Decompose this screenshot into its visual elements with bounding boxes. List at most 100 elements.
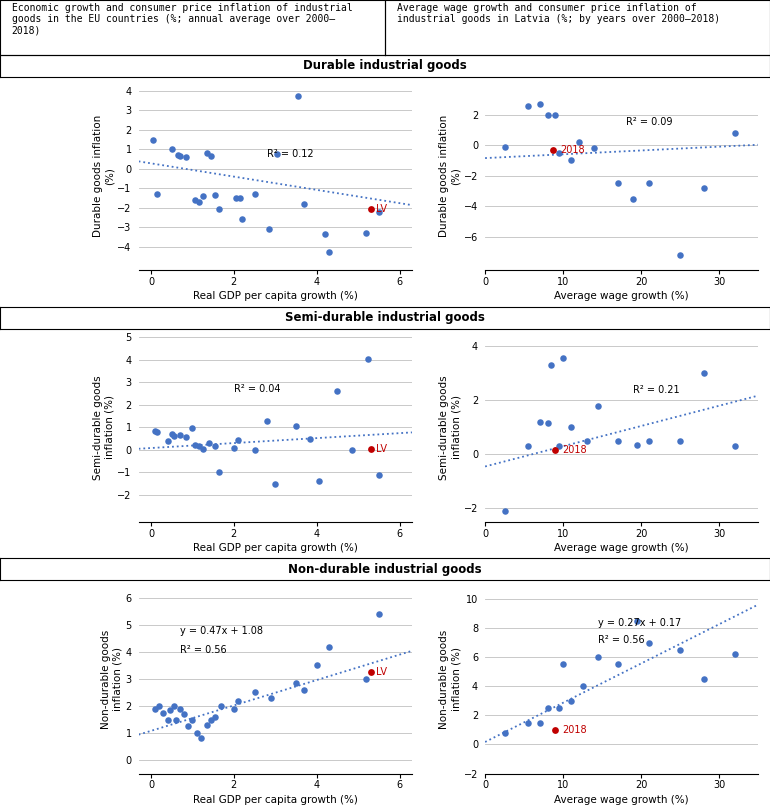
Point (611, 658, 624, 671)
Point (729, 440, 742, 453)
Text: 2018: 2018 (562, 725, 587, 735)
Point (186, 713, 199, 726)
Point (364, 442, 377, 455)
Point (232, 433, 244, 446)
Point (168, 430, 180, 443)
Point (611, 177, 624, 190)
Point (565, 694, 578, 707)
Point (265, 692, 277, 705)
Point (209, 189, 222, 202)
Point (643, 636, 655, 649)
Point (643, 177, 655, 190)
Point (573, 135, 585, 148)
Text: R² = 0.12: R² = 0.12 (267, 149, 313, 159)
Point (186, 422, 199, 435)
Point (169, 713, 182, 726)
Point (205, 150, 217, 163)
Point (522, 100, 534, 113)
Text: 2018: 2018 (562, 446, 587, 455)
Point (577, 680, 589, 693)
Point (675, 643, 687, 656)
X-axis label: Real GDP per capita growth (%): Real GDP per capita growth (%) (192, 543, 358, 553)
Point (174, 702, 186, 715)
Point (298, 198, 310, 211)
Point (163, 704, 176, 717)
Point (162, 434, 174, 447)
Point (592, 399, 604, 412)
Point (290, 676, 302, 689)
Point (249, 188, 261, 201)
Point (547, 144, 559, 157)
Text: R² = 0.09: R² = 0.09 (626, 117, 672, 127)
Point (313, 475, 325, 488)
Point (498, 505, 511, 518)
Text: Economic growth and consumer price inflation of industrial
goods in the EU count: Economic growth and consumer price infla… (12, 2, 353, 36)
Text: R² = 0.21: R² = 0.21 (634, 385, 680, 394)
Point (192, 195, 205, 208)
Point (162, 713, 174, 726)
Point (213, 466, 226, 479)
Point (249, 686, 261, 699)
Point (549, 109, 561, 122)
Point (196, 190, 209, 202)
Point (270, 477, 282, 490)
Point (304, 432, 316, 445)
Y-axis label: Durable goods inflation
(%): Durable goods inflation (%) (440, 114, 461, 237)
Text: LV: LV (376, 204, 387, 214)
Text: 2018: 2018 (560, 146, 584, 156)
Point (168, 700, 180, 713)
Point (557, 658, 569, 671)
Point (189, 194, 201, 207)
Point (360, 227, 373, 240)
Point (263, 223, 275, 236)
Text: R² = 0.56: R² = 0.56 (598, 636, 645, 646)
Point (192, 440, 205, 453)
Point (631, 614, 644, 627)
Text: y = 0.27x + 0.17: y = 0.27x + 0.17 (598, 618, 681, 628)
Point (201, 147, 213, 160)
Y-axis label: Semi-durable goods
inflation (%): Semi-durable goods inflation (%) (440, 375, 461, 480)
Point (553, 701, 565, 714)
X-axis label: Average wage growth (%): Average wage growth (%) (554, 795, 689, 804)
Point (631, 438, 644, 451)
Point (675, 249, 687, 262)
Point (195, 732, 207, 745)
Point (190, 727, 203, 740)
Text: Average wage growth and consumer price inflation of
industrial goods in Latvia (: Average wage growth and consumer price i… (397, 2, 720, 24)
Point (166, 428, 178, 441)
Point (216, 700, 228, 713)
Point (553, 147, 565, 160)
Point (310, 659, 323, 672)
Point (298, 684, 310, 697)
X-axis label: Average wage growth (%): Average wage growth (%) (554, 292, 689, 301)
Point (319, 228, 331, 241)
Point (189, 439, 201, 452)
Point (271, 147, 283, 160)
Point (565, 421, 578, 434)
Point (729, 648, 742, 661)
Point (236, 212, 248, 225)
Point (541, 108, 554, 121)
Point (172, 149, 184, 162)
X-axis label: Average wage growth (%): Average wage growth (%) (554, 543, 689, 553)
Point (153, 700, 166, 713)
Point (180, 151, 192, 164)
Point (228, 441, 240, 454)
Point (360, 672, 373, 685)
Point (203, 437, 215, 450)
Point (581, 434, 593, 447)
Point (553, 440, 565, 453)
Point (182, 720, 195, 733)
Y-axis label: Semi-durable goods
inflation (%): Semi-durable goods inflation (%) (93, 375, 115, 480)
Point (323, 245, 335, 258)
Point (149, 424, 162, 437)
Point (364, 666, 377, 679)
Text: LV: LV (376, 667, 387, 677)
Point (698, 367, 710, 380)
Point (498, 727, 511, 740)
Point (545, 359, 557, 372)
Point (364, 202, 377, 215)
Point (592, 650, 604, 663)
Point (196, 442, 209, 455)
Y-axis label: Non-durable goods
inflation (%): Non-durable goods inflation (%) (101, 629, 122, 728)
